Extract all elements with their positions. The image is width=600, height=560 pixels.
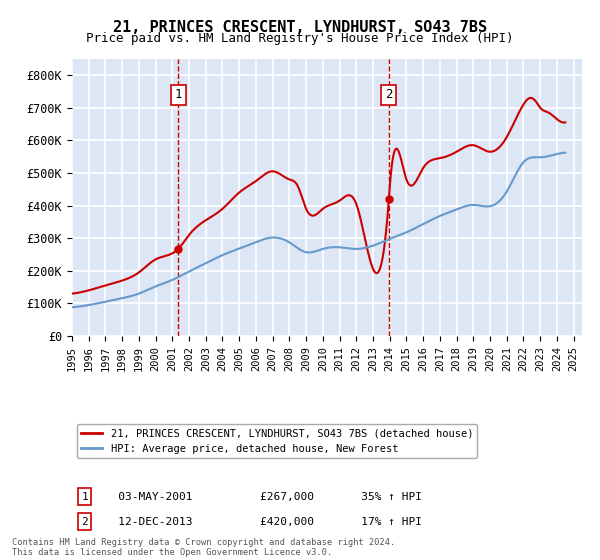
Text: 12-DEC-2013          £420,000       17% ↑ HPI: 12-DEC-2013 £420,000 17% ↑ HPI xyxy=(97,517,421,527)
Text: 2: 2 xyxy=(82,517,88,527)
Text: 1: 1 xyxy=(82,492,88,502)
Text: 21, PRINCES CRESCENT, LYNDHURST, SO43 7BS: 21, PRINCES CRESCENT, LYNDHURST, SO43 7B… xyxy=(113,20,487,35)
Text: 03-MAY-2001          £267,000       35% ↑ HPI: 03-MAY-2001 £267,000 35% ↑ HPI xyxy=(97,492,421,502)
Text: 2: 2 xyxy=(385,88,392,101)
Legend: 21, PRINCES CRESCENT, LYNDHURST, SO43 7BS (detached house), HPI: Average price, : 21, PRINCES CRESCENT, LYNDHURST, SO43 7B… xyxy=(77,424,477,458)
Text: Price paid vs. HM Land Registry's House Price Index (HPI): Price paid vs. HM Land Registry's House … xyxy=(86,32,514,45)
Text: 1: 1 xyxy=(175,88,182,101)
Text: Contains HM Land Registry data © Crown copyright and database right 2024.
This d: Contains HM Land Registry data © Crown c… xyxy=(12,538,395,557)
